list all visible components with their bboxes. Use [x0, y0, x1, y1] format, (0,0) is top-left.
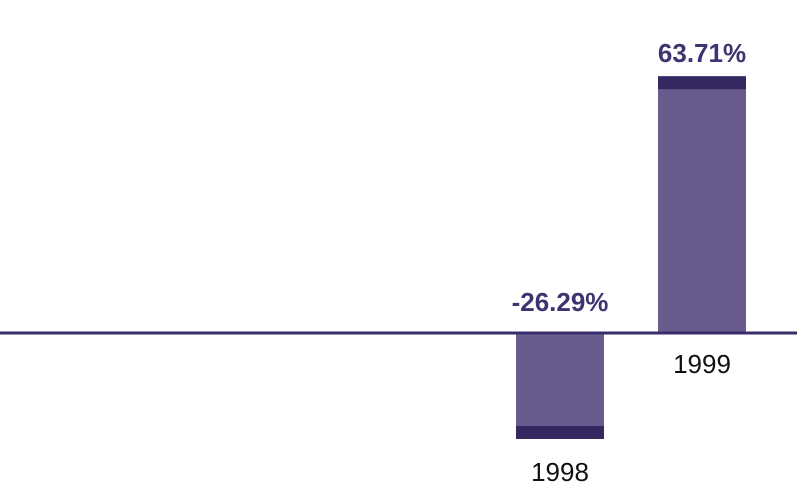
bar-1998 — [516, 333, 604, 439]
bars-group — [516, 76, 746, 439]
category-label-1999: 1999 — [673, 349, 731, 379]
bar-1999 — [658, 76, 746, 333]
labels-group: -26.29% 1998 63.71% 1999 — [512, 38, 747, 487]
value-label-1998: -26.29% — [512, 287, 609, 317]
value-label-1999: 63.71% — [658, 38, 746, 68]
bar-cap-1999 — [658, 76, 746, 90]
category-label-1998: 1998 — [531, 457, 589, 487]
bar-cap-1998 — [516, 425, 604, 439]
